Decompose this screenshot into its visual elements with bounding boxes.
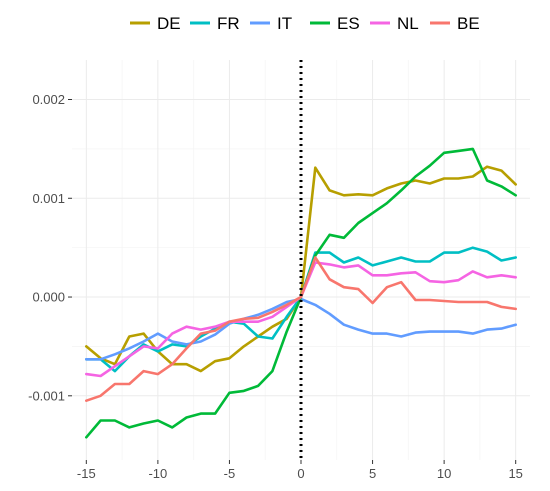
legend-item-be: BE bbox=[430, 14, 480, 33]
legend: DE FR IT ES NL BE bbox=[130, 14, 480, 33]
x-tick-label: -15 bbox=[77, 466, 96, 481]
x-axis: -15 -10 -5 0 5 10 15 bbox=[77, 460, 523, 481]
x-tick-label: -5 bbox=[224, 466, 236, 481]
y-axis: -0.001 0.000 0.001 0.002 bbox=[28, 92, 72, 403]
x-tick-label: 10 bbox=[437, 466, 451, 481]
x-tick-label: 15 bbox=[508, 466, 522, 481]
legend-item-es: ES bbox=[310, 14, 360, 33]
y-tick-label: -0.001 bbox=[28, 388, 65, 403]
legend-item-nl: NL bbox=[370, 14, 419, 33]
series-layer bbox=[85, 147, 518, 439]
x-tick-label: 5 bbox=[369, 466, 376, 481]
legend-item-it: IT bbox=[250, 14, 292, 33]
legend-label-fr: FR bbox=[217, 14, 240, 33]
legend-label-nl: NL bbox=[397, 14, 419, 33]
legend-label-de: DE bbox=[157, 14, 181, 33]
legend-label-es: ES bbox=[337, 14, 360, 33]
legend-label-be: BE bbox=[457, 14, 480, 33]
y-tick-label: 0.001 bbox=[32, 191, 65, 206]
x-tick-label: -10 bbox=[148, 466, 167, 481]
y-tick-label: 0.002 bbox=[32, 92, 65, 107]
x-tick-label: 0 bbox=[297, 466, 304, 481]
legend-item-de: DE bbox=[130, 14, 181, 33]
legend-label-it: IT bbox=[277, 14, 292, 33]
legend-item-fr: FR bbox=[190, 14, 240, 33]
y-tick-label: 0.000 bbox=[32, 290, 65, 305]
series-line-be bbox=[85, 256, 518, 403]
